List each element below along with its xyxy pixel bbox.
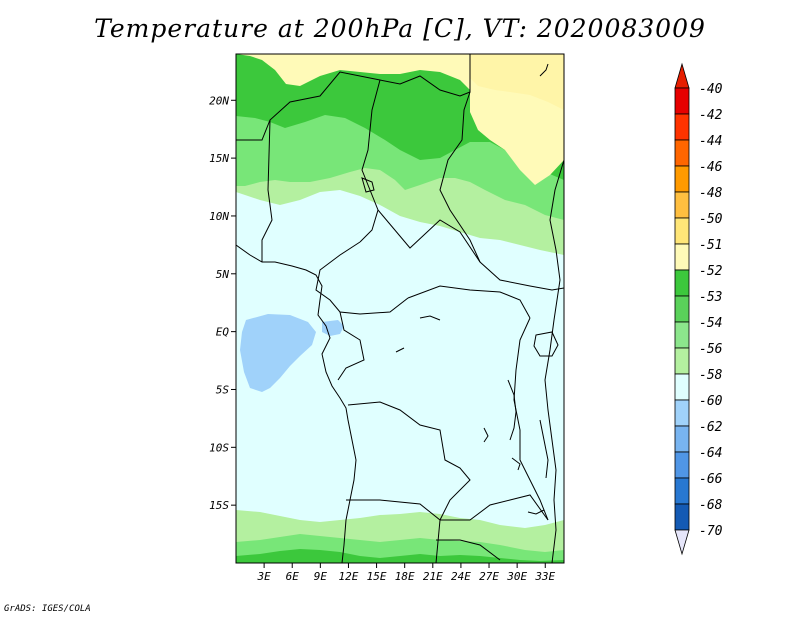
colorbar-level-label: -58 (699, 368, 723, 383)
colorbar-swatch (674, 165, 690, 193)
lat-tick-label: 10S (209, 441, 229, 454)
colorbar-swatch (674, 347, 690, 375)
colorbar-swatch (674, 139, 690, 167)
border-sudan (439, 91, 481, 263)
lon-tick-label: 18E (395, 570, 415, 583)
colorbar-level-label: -40 (699, 82, 723, 97)
axis-ticks: 20N 15N 10N 5N EQ 5S 10S 15S 3E 6E 9E 12E 15E 18E 21E 2… (209, 94, 555, 583)
colorbar-level-label: -48 (699, 186, 723, 201)
colorbar-bottom-arrow (674, 529, 690, 556)
colorbar-level-label: -53 (699, 290, 722, 305)
border-nigeria (261, 119, 273, 262)
colorbar-swatch (674, 113, 690, 141)
colorbar-level-label: -52 (699, 264, 723, 279)
band-minus52-south (236, 549, 564, 563)
border-drc-east (513, 317, 549, 521)
lon-tick-label: 6E (286, 570, 300, 583)
border-drc-north (407, 285, 531, 319)
colorbar-level-label: -50 (699, 212, 723, 227)
coastline-west-africa (236, 244, 357, 563)
band-minus58 (240, 314, 316, 392)
lake-tanganyika (507, 379, 517, 441)
lake-chad (361, 177, 375, 193)
lon-tick-label: 12E (339, 570, 359, 583)
lat-tick-label: 10N (209, 210, 229, 223)
border-angola (347, 401, 471, 521)
lon-tick-label: 33E (534, 570, 555, 583)
border-east-coast (544, 159, 564, 563)
colorbar-level-label: -46 (699, 160, 723, 175)
temperature-field (236, 54, 564, 563)
colorbar-level-label: -70 (699, 524, 723, 539)
colorbar-level-label: -44 (699, 134, 722, 149)
grads-credit: GrADS: IGES/COLA (4, 604, 91, 614)
colorbar-swatch (674, 243, 690, 271)
lat-tick-label: 15S (209, 499, 229, 512)
colorbar-top-arrow (674, 62, 690, 89)
colorbar-swatch (674, 269, 690, 297)
colorbar-level-label: -60 (699, 394, 723, 409)
lat-tick-label: 20N (209, 94, 229, 107)
lake-victoria (533, 331, 559, 357)
colorbar-level-label: -56 (699, 342, 723, 357)
border-congo-gabon (337, 311, 365, 381)
colorbar-level-label: -62 (699, 420, 723, 435)
lon-tick-label: 15E (367, 570, 387, 583)
border-zambia (440, 494, 549, 521)
border-botswana (436, 539, 501, 561)
border-namibia (346, 499, 441, 563)
lon-tick-label: 9E (314, 570, 328, 583)
river-congo (395, 315, 545, 515)
lat-tick-label: EQ (216, 326, 230, 339)
colorbar-level-label: -51 (699, 238, 722, 253)
colorbar: -40 -42 -44 -46 -48 -50 -51 -52 -53 -54 -56 -58 -60 -… (674, 62, 723, 556)
colorbar-level-label: -66 (699, 472, 723, 487)
colorbar-swatch (674, 425, 690, 453)
colorbar-swatch (674, 217, 690, 245)
colorbar-swatch (674, 399, 690, 427)
country-borders (236, 54, 564, 563)
colorbar-swatch (674, 451, 690, 479)
colorbar-swatch (674, 503, 690, 531)
colorbar-swatch (674, 477, 690, 505)
lon-tick-label: 3E (256, 570, 271, 583)
colorbar-level-label: -42 (699, 108, 723, 123)
colorbar-swatch (674, 295, 690, 323)
lon-tick-label: 30E (506, 570, 527, 583)
lon-tick-label: 27E (479, 570, 499, 583)
colorbar-level-label: -68 (699, 498, 723, 513)
colorbar-level-label: -54 (699, 316, 722, 331)
colorbar-level-label: -64 (699, 446, 722, 461)
colorbar-swatch (674, 321, 690, 349)
colorbar-swatch (674, 87, 690, 115)
lat-tick-label: 15N (209, 152, 229, 165)
nile-red-sea (539, 63, 549, 77)
border-cameroon (315, 241, 409, 315)
map-frame (235, 53, 565, 564)
map-title: Temperature at 200hPa [C], VT: 202008300… (94, 14, 706, 43)
band-minus50 (470, 54, 564, 110)
lon-tick-label: 21E (423, 570, 443, 583)
lake-malawi (539, 419, 549, 479)
lat-tick-label: 5S (216, 383, 230, 396)
lat-tick-label: 5N (216, 268, 230, 281)
lon-tick-label: 24E (451, 570, 471, 583)
colorbar-swatch (674, 373, 690, 401)
colorbar-swatch (674, 191, 690, 219)
